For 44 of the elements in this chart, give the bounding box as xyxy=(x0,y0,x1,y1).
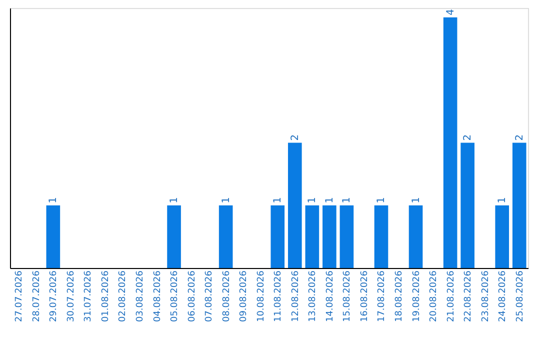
x-tick-label: 21.08.2026 xyxy=(446,270,456,322)
data-label: 1 xyxy=(169,196,180,204)
x-tick-label: 29.07.2026 xyxy=(49,270,60,322)
data-label: 1 xyxy=(376,196,388,204)
x-tick-label: 16.08.2026 xyxy=(360,270,370,322)
data-label: 1 xyxy=(220,196,232,204)
data-label: 2 xyxy=(514,134,526,141)
x-tick-label: 24.08.2026 xyxy=(498,270,508,322)
x-tick-label: 13.08.2026 xyxy=(308,270,318,322)
x-tick-label: 15.08.2026 xyxy=(342,270,353,322)
x-tick-label: 02.08.2026 xyxy=(118,270,128,322)
data-label: 1 xyxy=(342,196,353,204)
x-tick-label: 04.08.2026 xyxy=(152,270,163,322)
x-tick-label: 12.08.2026 xyxy=(290,270,301,322)
x-tick-label: 10.08.2026 xyxy=(256,270,266,322)
x-tick-label: 08.08.2026 xyxy=(222,270,232,322)
x-tick-label: 05.08.2026 xyxy=(170,270,180,322)
x-tick-label: 30.07.2026 xyxy=(66,270,76,322)
data-label: 2 xyxy=(290,134,301,141)
x-tick-label: 25.08.2026 xyxy=(515,270,526,322)
data-label: 1 xyxy=(307,196,318,204)
x-tick-label: 27.07.2026 xyxy=(14,270,25,322)
data-label: 1 xyxy=(410,196,422,204)
data-label: 2 xyxy=(462,134,474,141)
x-tick-label: 22.08.2026 xyxy=(464,270,474,322)
data-label: 1 xyxy=(48,196,60,204)
x-tick-label: 23.08.2026 xyxy=(480,270,491,322)
data-label: 1 xyxy=(272,196,284,204)
x-tick-label: 18.08.2026 xyxy=(394,270,404,322)
x-tick-label: 09.08.2026 xyxy=(239,270,250,322)
x-tick-label: 20.08.2026 xyxy=(429,270,440,322)
x-tick-label: 06.08.2026 xyxy=(187,270,198,322)
x-tick-label: 11.08.2026 xyxy=(274,270,284,322)
x-tick-label: 01.08.2026 xyxy=(100,270,111,322)
x-tick-label: 19.08.2026 xyxy=(412,270,422,322)
x-tick-label: 31.07.2026 xyxy=(84,270,94,322)
x-tick-label: 03.08.2026 xyxy=(136,270,146,322)
x-tick-label: 07.08.2026 xyxy=(204,270,215,322)
data-label: 4 xyxy=(445,9,456,16)
data-label: 1 xyxy=(497,196,508,204)
x-tick-label: 17.08.2026 xyxy=(377,270,388,322)
x-tick-label: 14.08.2026 xyxy=(325,270,336,322)
x-tick-label: 28.07.2026 xyxy=(32,270,42,322)
data-label: 1 xyxy=(324,196,336,204)
